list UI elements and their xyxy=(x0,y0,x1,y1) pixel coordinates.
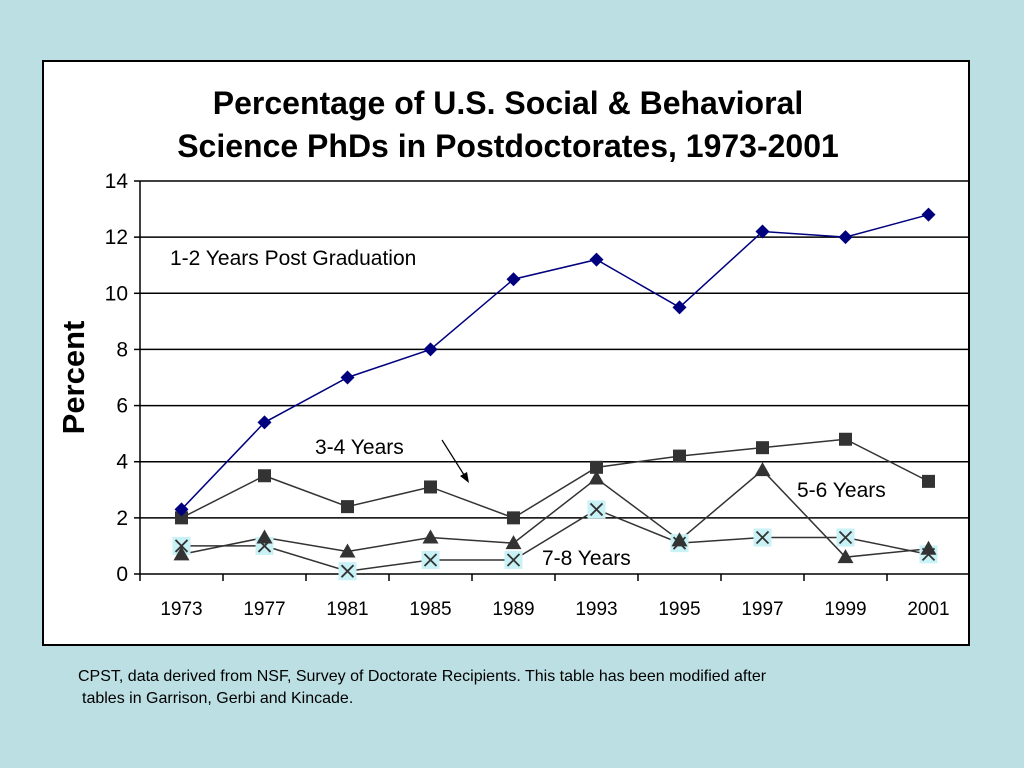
series-annotation: 3-4 Years xyxy=(315,436,404,459)
x-tick-label: 1989 xyxy=(492,599,534,620)
x-tick-label: 1999 xyxy=(824,599,866,620)
data-point-triangle xyxy=(173,546,190,561)
data-point-diamond xyxy=(589,252,604,267)
y-tick-label: 8 xyxy=(116,338,128,361)
data-point-diamond xyxy=(672,300,687,315)
y-tick-label: 10 xyxy=(105,282,128,305)
series-line xyxy=(180,213,929,510)
series-line xyxy=(181,469,929,558)
source-caption: CPST, data derived from NSF, Survey of D… xyxy=(78,666,978,710)
caption-line-2: tables in Garrison, Gerbi and Kincade. xyxy=(82,690,354,707)
x-tick-label: 1977 xyxy=(243,599,285,620)
x-tick-label: 1985 xyxy=(409,599,451,620)
data-point-square xyxy=(839,432,852,446)
data-point-diamond xyxy=(755,224,770,239)
x-tick-label: 1995 xyxy=(658,599,700,620)
x-tick-label: 1997 xyxy=(741,599,783,620)
x-tick-label: 2001 xyxy=(907,599,949,620)
chart-title-line: Science PhDs in Postdoctorates, 1973-200… xyxy=(177,128,839,164)
chart-title-line: Percentage of U.S. Social & Behavioral xyxy=(213,85,803,121)
data-point-diamond xyxy=(174,502,189,517)
series-line xyxy=(181,438,929,519)
data-point-diamond xyxy=(921,207,936,222)
data-point-x xyxy=(755,530,770,545)
data-point-triangle xyxy=(920,540,937,555)
data-point-square xyxy=(341,500,354,514)
series-annotation: 5-6 Years xyxy=(797,479,886,502)
data-point-x xyxy=(423,553,438,567)
y-tick-label: 0 xyxy=(116,563,128,586)
series-line xyxy=(181,508,929,572)
y-axis-label: Percent xyxy=(56,321,91,435)
annotation-arrowhead xyxy=(460,472,469,483)
y-tick-label: 12 xyxy=(105,226,128,249)
data-point-x xyxy=(838,530,853,545)
data-point-triangle xyxy=(671,532,688,547)
data-point-triangle xyxy=(588,470,605,485)
series-annotation: 7-8 Years xyxy=(542,547,631,570)
data-point-square xyxy=(507,511,520,525)
y-tick-label: 4 xyxy=(116,451,128,474)
data-point-square xyxy=(258,469,271,483)
data-point-square xyxy=(175,511,188,525)
x-tick-label: 1981 xyxy=(326,599,368,620)
data-point-triangle xyxy=(422,529,439,544)
line-chart: Percentage of U.S. Social & Behavioral Sc… xyxy=(56,85,968,620)
data-point-diamond xyxy=(340,370,355,385)
data-point-diamond xyxy=(257,415,272,430)
data-point-square xyxy=(756,441,769,455)
x-tick-label: 1993 xyxy=(575,599,617,620)
data-point-triangle xyxy=(505,535,522,550)
x-tick-label: 1973 xyxy=(160,599,202,620)
data-point-square xyxy=(922,474,935,488)
data-point-diamond xyxy=(838,230,853,245)
y-tick-label: 14 xyxy=(105,170,129,193)
series-annotation: 1-2 Years Post Graduation xyxy=(170,247,416,270)
data-point-triangle xyxy=(256,529,273,544)
data-point-square xyxy=(424,480,437,494)
data-point-triangle xyxy=(754,462,771,477)
data-point-x xyxy=(340,564,355,578)
caption-line-1: CPST, data derived from NSF, Survey of D… xyxy=(78,668,767,685)
data-point-triangle xyxy=(837,549,854,564)
chart-frame: Percentage of U.S. Social & Behavioral Sc… xyxy=(42,60,970,646)
data-point-x xyxy=(174,539,189,553)
data-point-diamond xyxy=(506,272,521,287)
data-point-square xyxy=(673,449,686,463)
data-point-diamond xyxy=(423,342,438,357)
data-point-square xyxy=(590,460,603,474)
y-tick-label: 2 xyxy=(116,507,128,530)
annotation-arrow xyxy=(441,439,467,479)
y-tick-label: 6 xyxy=(116,395,128,418)
data-point-x xyxy=(506,553,521,567)
data-point-triangle xyxy=(339,543,356,558)
data-point-x xyxy=(589,502,604,517)
